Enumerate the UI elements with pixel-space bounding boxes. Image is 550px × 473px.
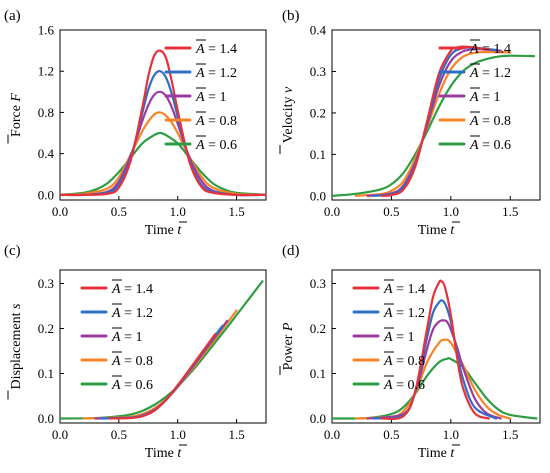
legend-label: A = 1.4: [383, 282, 425, 297]
y-tick-label: 0.4: [310, 23, 327, 38]
legend-label: A = 0.8: [195, 114, 237, 129]
x-tick-label: 1.5: [228, 427, 244, 442]
legend-label: A = 1.2: [383, 306, 425, 321]
legend: A = 1.4 A = 1.2 A = 1 A = 0.8 A = 0.6: [438, 39, 511, 153]
y-tick-label: 0.4: [38, 146, 55, 161]
x-axis-label: Time t: [418, 223, 456, 238]
legend-label: A = 1: [469, 90, 500, 105]
y-tick-label: 0.1: [310, 366, 326, 381]
y-tick-label: 0.1: [38, 366, 54, 381]
series-line: [380, 279, 490, 421]
panel-label: (c): [4, 243, 21, 259]
legend-label: A = 0.6: [111, 378, 153, 393]
y-tick-label: 0.3: [38, 276, 54, 291]
series-group: [60, 280, 264, 420]
legend-label: A = 0.6: [383, 378, 425, 393]
y-tick-label: 1.2: [38, 64, 54, 79]
legend-label: A = 0.8: [383, 354, 425, 369]
legend: A = 1.4 A = 1.2 A = 1 A = 0.8 A = 0.6: [80, 279, 153, 393]
series-line: [60, 131, 266, 196]
series-line: [60, 70, 266, 197]
panel-b: (b) 0.0 0.5 1.0 1.5 0.0 0.1 0.2 0.3 0.4 Time t Velo…: [279, 8, 541, 238]
x-tick-label: 1.0: [443, 204, 459, 219]
series-line: [108, 332, 217, 420]
x-tick-label: 1.0: [170, 427, 186, 442]
legend-label: A = 1: [383, 330, 414, 345]
x-axis-label: Time t: [145, 223, 183, 238]
series-line: [60, 280, 264, 420]
x-tick-label: 0.5: [383, 427, 399, 442]
legend-label: A = 1.4: [111, 282, 153, 297]
panel-d: (d) 0.0 0.5 1.0 1.5 0.0 0.1 0.2 0.3 Time t Power P…: [279, 243, 541, 461]
y-axis-label: Displacement s: [9, 303, 24, 389]
y-axis-label: Force F: [9, 93, 24, 137]
legend: A = 1.4 A = 1.2 A = 1 A = 0.8 A = 0.6: [352, 279, 425, 393]
panel-label: (d): [282, 243, 300, 259]
x-axis-label: Time t: [145, 446, 183, 461]
legend-label: A = 0.8: [469, 114, 511, 129]
series-line: [60, 90, 266, 197]
legend-label: A = 1: [195, 90, 226, 105]
legend-label: A = 1.2: [111, 306, 153, 321]
series-group: [332, 45, 536, 197]
plot-frame: [59, 269, 267, 424]
series-group: [60, 49, 266, 197]
series-line: [60, 111, 266, 196]
y-tick-label: 0.3: [310, 276, 326, 291]
y-tick-label: 0.2: [310, 105, 326, 120]
y-tick-label: 0.1: [310, 147, 326, 162]
y-tick-label: 0.3: [310, 64, 326, 79]
x-tick-label: 0.0: [52, 427, 68, 442]
y-axis-label: Velocity v: [281, 86, 296, 143]
plot-frame: [331, 29, 541, 201]
y-axis-label: Power P: [281, 322, 296, 370]
series-line: [332, 357, 538, 420]
series-line: [380, 45, 490, 197]
y-tick-label: 0.0: [310, 411, 326, 426]
plot-frame: [59, 29, 267, 201]
x-tick-label: 1.5: [502, 204, 518, 219]
x-tick-label: 1.5: [502, 427, 518, 442]
legend-label: A = 0.6: [195, 138, 237, 153]
y-tick-label: 0.2: [310, 321, 326, 336]
y-tick-label: 1.6: [38, 23, 55, 38]
panel-label: (b): [282, 8, 300, 24]
legend-label: A = 1.2: [195, 66, 237, 81]
legend-label: A = 1.4: [469, 42, 511, 57]
plot-frame: [331, 269, 541, 424]
y-tick-label: 0.8: [38, 105, 54, 120]
series-line: [354, 50, 512, 197]
legend-label: A = 0.8: [111, 354, 153, 369]
x-tick-label: 0.5: [383, 204, 399, 219]
x-tick-label: 1.0: [443, 427, 459, 442]
series-line: [60, 49, 266, 197]
panel-a: (a) 0.0 0.5 1.0 1.5 0.0 0.4 0.8 1.2 1.6 Time t Forc…: [4, 8, 267, 238]
series-line: [354, 338, 512, 420]
x-tick-label: 0.5: [111, 427, 127, 442]
x-tick-label: 1.0: [170, 204, 186, 219]
y-tick-label: 0.2: [38, 321, 54, 336]
y-tick-label: 0.0: [38, 411, 54, 426]
x-tick-label: 0.0: [324, 204, 340, 219]
panel-c: (c) 0.0 0.5 1.0 1.5 0.0 0.1 0.2 0.3 Time t Displac…: [4, 243, 267, 461]
legend-label: A = 1: [111, 330, 142, 345]
x-tick-label: 0.0: [52, 204, 68, 219]
x-tick-label: 0.0: [324, 427, 340, 442]
legend-label: A = 0.6: [469, 138, 511, 153]
y-tick-label: 0.0: [38, 187, 54, 202]
x-tick-label: 1.5: [228, 204, 244, 219]
series-line: [332, 54, 536, 197]
x-axis-label: Time t: [418, 446, 456, 461]
legend-label: A = 1.4: [195, 42, 237, 57]
panel-label: (a): [4, 8, 21, 24]
y-tick-label: 0.0: [310, 188, 326, 203]
x-tick-label: 0.5: [111, 204, 127, 219]
legend-label: A = 1.2: [469, 66, 511, 81]
series-group: [332, 279, 538, 421]
legend: A = 1.4 A = 1.2 A = 1 A = 0.8 A = 0.6: [164, 39, 237, 153]
